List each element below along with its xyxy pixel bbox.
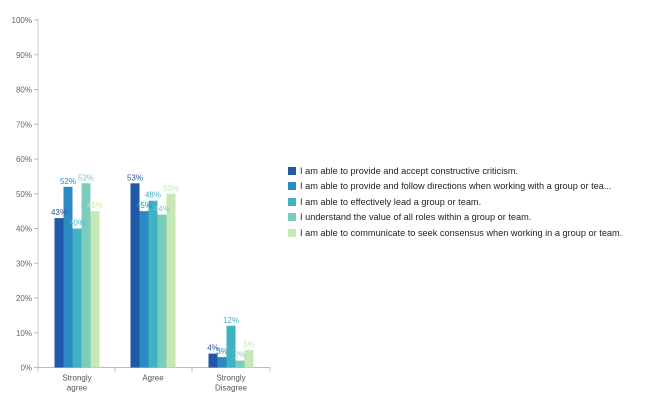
bar[interactable] xyxy=(130,183,140,368)
bar[interactable] xyxy=(217,357,227,368)
data-labels: 43% 53% 4% 52% 45% 3% 40% 48% 12% 53% 44% 2% 45% 50% 5… xyxy=(51,173,255,359)
y-tick-label: 20% xyxy=(16,294,32,303)
legend-label: I am able to communicate to seek consens… xyxy=(300,227,623,238)
legend-label: I am able to effectively lead a group or… xyxy=(300,196,482,207)
legend-item[interactable]: I am able to provide and follow directio… xyxy=(288,179,646,195)
y-axis: 0% 10% 20% 30% 40% 50% 60% 70% 80% 90% 100% xyxy=(12,16,39,373)
legend-label: I am able to provide and accept construc… xyxy=(300,165,519,176)
legend-swatch xyxy=(288,228,296,237)
y-tick-label: 70% xyxy=(16,120,32,129)
y-tick-label: 90% xyxy=(16,51,32,60)
x-category-label: Agree xyxy=(142,374,164,383)
bar[interactable] xyxy=(235,360,245,368)
bar[interactable] xyxy=(72,228,82,368)
bar-value-label: 53% xyxy=(127,173,143,182)
bar[interactable] xyxy=(244,350,254,368)
legend-swatch xyxy=(288,197,296,206)
bar-value-label: 3% xyxy=(216,347,228,356)
legend-label: I understand the value of all roles with… xyxy=(300,212,532,223)
y-tick-label: 100% xyxy=(12,16,32,25)
x-category-line: agree xyxy=(67,384,88,393)
bar[interactable] xyxy=(208,353,218,368)
bar-value-label: 45% xyxy=(87,201,103,210)
bar-value-label: 44% xyxy=(154,205,170,214)
legend-item[interactable]: I am able to effectively lead a group or… xyxy=(288,194,646,210)
x-category-line: Disagree xyxy=(215,384,248,393)
bar-value-label: 45% xyxy=(136,201,152,210)
bar-value-label: 5% xyxy=(243,340,255,349)
legend-swatch xyxy=(288,182,296,191)
y-tick-label: 0% xyxy=(20,364,32,373)
y-tick-label: 30% xyxy=(16,259,32,268)
x-category-label: Strongly Disagree xyxy=(215,374,248,393)
bar-value-label: 53% xyxy=(78,173,94,182)
bar-value-label: 4% xyxy=(207,344,219,353)
legend-label: I am able to provide and follow directio… xyxy=(300,181,612,192)
bar-value-label: 40% xyxy=(69,219,85,228)
x-category-label: Strongly agree xyxy=(62,374,91,393)
bars xyxy=(54,183,254,368)
legend: I am able to provide and accept construc… xyxy=(288,163,646,241)
bar[interactable] xyxy=(81,183,91,368)
bar[interactable] xyxy=(63,186,73,368)
legend-item[interactable]: I understand the value of all roles with… xyxy=(288,210,646,226)
x-category-line: Agree xyxy=(142,374,164,383)
bar[interactable] xyxy=(166,193,176,368)
bar[interactable] xyxy=(54,218,64,368)
bar[interactable] xyxy=(148,200,158,368)
legend-swatch xyxy=(288,166,296,175)
bar-value-label: 12% xyxy=(223,316,239,325)
bar-value-label: 43% xyxy=(51,208,67,217)
y-tick-label: 40% xyxy=(16,225,32,234)
y-tick-label: 50% xyxy=(16,190,32,199)
y-tick-label: 80% xyxy=(16,86,32,95)
legend-swatch xyxy=(288,213,296,222)
x-category-line: Strongly xyxy=(216,374,245,383)
bar[interactable] xyxy=(157,214,167,368)
legend-item[interactable]: I am able to communicate to seek consens… xyxy=(288,225,646,241)
bar-value-label: 52% xyxy=(60,177,76,186)
y-tick-label: 60% xyxy=(16,155,32,164)
bar[interactable] xyxy=(90,211,100,368)
legend-item[interactable]: I am able to provide and accept construc… xyxy=(288,163,646,179)
bar[interactable] xyxy=(226,325,236,368)
bar[interactable] xyxy=(139,211,149,368)
x-category-line: Strongly xyxy=(62,374,91,383)
bar-value-label: 2% xyxy=(234,351,246,360)
bar-value-label: 48% xyxy=(145,191,161,200)
y-tick-label: 10% xyxy=(16,329,32,338)
bar-value-label: 50% xyxy=(163,184,179,193)
